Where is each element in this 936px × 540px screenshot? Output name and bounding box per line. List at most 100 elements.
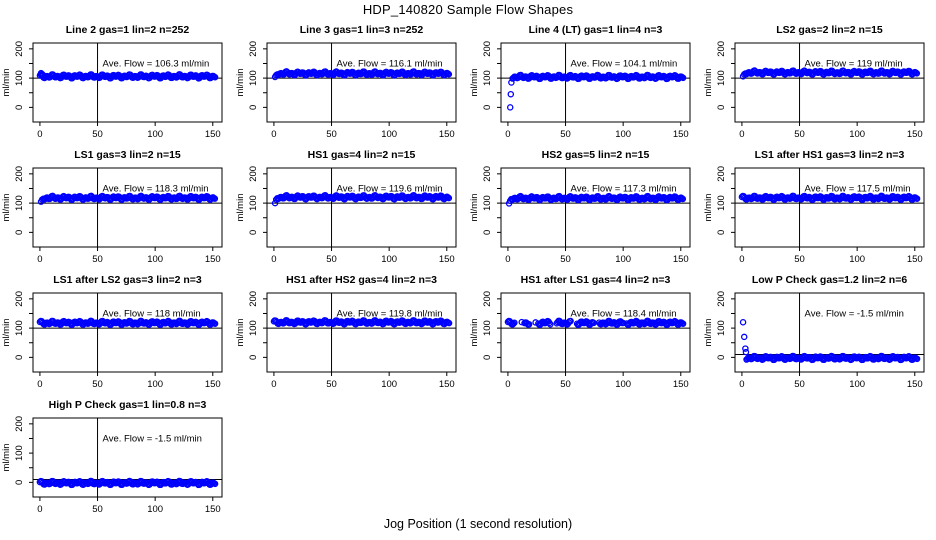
x-tick-label: 0 [505,129,510,140]
x-tick-label: 0 [37,129,42,140]
subplot-svg: 0 100 200 0 50 100 150 ml/min LS2 gas=2 lin=2 n=… [703,24,925,140]
y-tick-label: 200 [14,291,25,307]
x-tick-label: 50 [326,254,337,265]
x-tick-label: 0 [271,254,276,265]
y-tick-label: 0 [14,105,25,110]
y-axis-label: ml/min [469,319,480,347]
y-axis-label: ml/min [235,194,246,222]
y-axis-label: ml/min [235,69,246,97]
x-tick-label: 0 [739,129,744,140]
plot-box [266,292,457,373]
y-tick-label: 200 [14,41,25,57]
x-tick-label: 50 [326,129,337,140]
y-tick-label: 0 [14,480,25,485]
data-points [36,69,219,82]
x-tick-label: 100 [849,129,865,140]
x-tick-label: 150 [907,254,923,265]
x-tick-label: 0 [505,254,510,265]
x-tick-label: 100 [849,379,865,390]
x-tick-label: 0 [37,254,42,265]
data-point [913,195,921,202]
y-tick-label: 200 [482,41,493,57]
plot-box [734,42,925,123]
subplot-cell: 0 100 200 0 50 100 150 ml/min High P Check gas=1… [0,390,234,520]
y-axis-label: ml/min [469,194,480,222]
x-tick-label: 0 [271,129,276,140]
subplot-title: High P Check gas=1 lin=0.8 n=3 [49,399,207,411]
x-tick-label: 100 [147,504,163,515]
subplot-cell: 0 100 200 0 50 100 150 ml/min HS2 gas=5 lin=2 n=… [468,140,702,270]
data-point [445,71,453,78]
plot-box [734,292,925,373]
ave-flow-annotation: Ave. Flow = 117.3 ml/min [571,183,677,194]
plot-box [500,167,691,248]
y-tick-label: 100 [716,320,727,336]
y-tick-label: 0 [716,355,727,360]
data-point [679,74,687,82]
y-tick-label: 100 [482,195,493,211]
x-tick-label: 100 [615,379,631,390]
subplot-cell: 0 100 200 0 50 100 150 ml/min LS1 after HS1 gas=… [702,140,936,270]
data-points [506,71,687,111]
data-point [567,317,574,325]
subplot-cell: 0 100 200 0 50 100 150 ml/min LS1 after LS2 gas=… [0,265,234,395]
data-points [36,477,219,489]
y-tick-label: 200 [248,166,259,182]
data-points [739,319,921,364]
y-tick-label: 100 [248,195,259,211]
y-tick-label: 0 [248,230,259,235]
x-tick-label: 0 [505,379,510,390]
y-tick-label: 200 [482,166,493,182]
subplot-cell: 0 100 200 0 50 100 150 ml/min Line 2 gas=1 lin=2… [0,15,234,145]
ave-flow-annotation: Ave. Flow = -1.5 ml/min [103,433,202,444]
y-tick-label: 100 [14,320,25,336]
subplot-svg: 0 100 200 0 50 100 150 ml/min HS1 after LS1 gas=… [469,274,691,390]
subplot-cell: 0 100 200 0 50 100 150 ml/min HS1 after LS1 gas=… [468,265,702,395]
data-points [738,192,921,204]
ave-flow-annotation: Ave. Flow = 117.5 ml/min [805,183,911,194]
x-tick-label: 150 [907,129,923,140]
subplot-title: LS1 gas=3 lin=2 n=15 [74,149,181,161]
x-tick-label: 0 [739,379,744,390]
data-points [36,317,219,329]
y-axis-label: ml/min [703,194,714,222]
subplot-svg: 0 100 200 0 50 100 150 ml/min Line 4 (LT) gas=1 … [469,24,691,140]
data-points [739,67,921,80]
x-tick-label: 150 [673,254,689,265]
ave-flow-annotation: Ave. Flow = 119.8 ml/min [337,308,443,319]
x-tick-label: 50 [794,379,805,390]
subplot-svg: 0 100 200 0 50 100 150 ml/min Line 2 gas=1 lin=2… [1,24,223,140]
subplot-cell: 0 100 200 0 50 100 150 ml/min Low P Check gas=1.… [702,265,936,395]
subplot-cell: 0 100 200 0 50 100 150 ml/min Line 3 gas=1 lin=3… [234,15,468,145]
data-point [913,70,921,77]
ave-flow-annotation: Ave. Flow = 118.3 ml/min [103,183,209,194]
subplot-title: Line 2 gas=1 lin=2 n=252 [66,24,190,36]
data-points [504,317,687,329]
y-tick-label: 0 [716,105,727,110]
data-point [547,321,554,328]
y-tick-label: 200 [716,166,727,182]
data-point [506,104,514,111]
x-tick-label: 150 [205,504,221,515]
y-axis-label: ml/min [1,319,12,347]
plot-box [266,167,457,248]
x-tick-label: 50 [92,379,103,390]
x-tick-label: 50 [794,129,805,140]
subplot-svg: 0 100 200 0 50 100 150 ml/min HS1 after HS2 gas=… [235,274,457,390]
subplot-svg: 0 100 200 0 50 100 150 ml/min Low P Check gas=1.… [703,274,925,390]
x-tick-label: 150 [439,129,455,140]
data-point [742,348,750,356]
y-tick-label: 100 [14,70,25,86]
y-tick-label: 200 [482,291,493,307]
x-tick-label: 50 [560,129,571,140]
subplot-title: LS1 after HS1 gas=3 lin=2 n=3 [755,149,905,161]
subplot-title: Low P Check gas=1.2 lin=2 n=6 [752,274,907,286]
x-tick-label: 50 [92,254,103,265]
x-tick-label: 50 [92,504,103,515]
y-tick-label: 200 [716,41,727,57]
y-tick-label: 0 [14,355,25,360]
x-tick-label: 100 [849,254,865,265]
subplot-cell: 0 100 200 0 50 100 150 ml/min LS1 gas=3 lin=2 n=… [0,140,234,270]
data-point [271,199,279,207]
y-axis-label: ml/min [703,69,714,97]
